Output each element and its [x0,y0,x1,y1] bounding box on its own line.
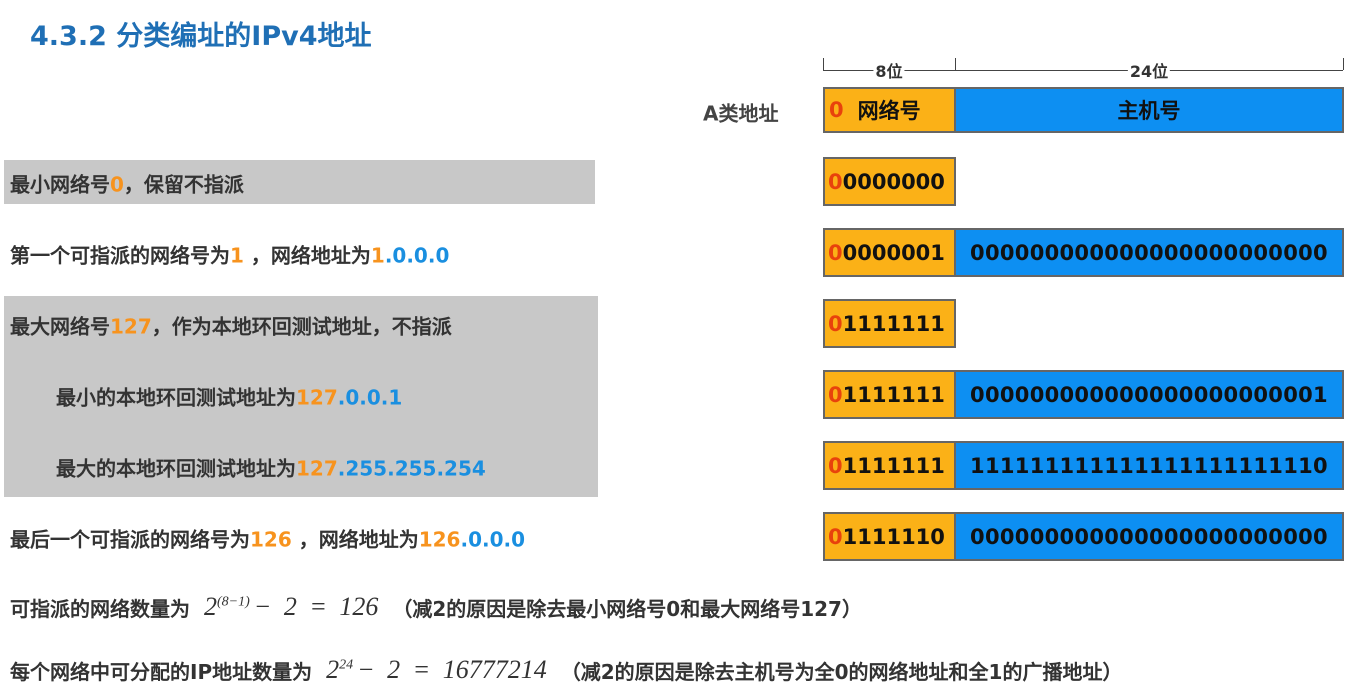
dimension-tick [1343,58,1344,70]
net-bits: 0 1111111 [823,299,956,348]
text-segment: ，保留不指派 [123,172,244,197]
formula-rest: − 2 = 126 [253,592,379,621]
text-segment: .0.0.0 [460,527,526,552]
formula-label: 可指派的网络数量为 [10,596,190,621]
lead-bit: 0 [828,311,843,336]
formula-rest: − 2 = 16777214 [357,655,547,684]
text-segment: 最大网络号 [10,314,110,339]
formula-note: （减2的原因是除去最小网络号0和最大网络号127） [392,596,862,621]
highlight-box [4,160,595,204]
host-bit-string: 000000000000000000000000 [970,524,1328,549]
net-bit-string: 1111111 [842,311,945,336]
host-width: 24位 [1127,58,1171,82]
row-text: 最大的本地环回测试地址为127.255.255.254 [56,453,486,482]
text-segment: 0 [110,172,124,197]
text-segment: ，网络地址为 [243,243,371,268]
row-text: 最后一个可指派的网络号为126 ，网络地址为126.0.0.0 [10,524,525,553]
host-label: 主机号 [1117,99,1181,123]
dimension-tick [823,58,824,70]
host-bits: 000000000000000000000000 [954,228,1344,277]
text-segment: 127 [110,314,152,339]
row-text: 最小网络号0，保留不指派 [10,169,244,198]
net-bit-string: 1111110 [842,524,945,549]
host-bits: 000000000000000000000000 [954,512,1344,561]
host-bit-string: 000000000000000000000000 [970,240,1328,265]
class-label: A类地址 [703,101,779,126]
formula-exponent: (8−1) [217,594,250,610]
text-segment: ，网络地址为 [291,527,419,552]
text-segment: 127 [296,385,338,410]
formula-base: 2 [204,592,217,621]
formula-note: （减2的原因是除去主机号为全0的网络地址和全1的广播地址） [560,659,1123,684]
net-bits: 0 0000001 [823,228,956,277]
host-bits: 000000000000000000000001 [954,370,1344,419]
host-field: 主机号 [954,87,1344,133]
text-segment: 最后一个可指派的网络号为 [10,527,250,552]
text-segment: 最小网络号 [10,172,110,197]
text-segment: 1 [230,243,244,268]
row-text: 第一个可指派的网络号为1 ，网络地址为1.0.0.0 [10,240,449,269]
net-bits: 0 1111111 [823,370,956,419]
lead-bit: 0 [828,169,843,194]
text-segment: 127 [296,456,338,481]
net-bits: 0 1111111 [823,441,956,490]
highlight-box [4,296,598,497]
host-bits: 111111111111111111111110 [954,441,1344,490]
host-bit-string: 000000000000000000000001 [970,382,1328,407]
formula-math: 2(8−1) − 2 = 126 [204,592,378,622]
formula-base: 2 [326,655,340,684]
text-segment: .0.0.0 [384,243,450,268]
text-segment: .255.255.254 [337,456,486,481]
text-segment: 第一个可指派的网络号为 [10,243,230,268]
row-text: 最小的本地环回测试地址为127.0.0.1 [56,382,402,411]
text-segment: 最大的本地环回测试地址为 [56,456,296,481]
formula: 每个网络中可分配的IP地址数量为 224− 2 = 16777214 （减2的原因是… [10,655,1122,685]
text-segment: 1 [370,243,385,268]
host-bit-string: 111111111111111111111110 [970,453,1328,478]
lead-bit: 0 [828,240,843,265]
formula-exponent: 24 [339,657,354,673]
slide-title: 4.3.2 分类编址的IPv4地址 [30,21,372,52]
text-segment: 126 [250,527,292,552]
net-label: 网络号 [857,99,921,123]
net-bit-string: 0000000 [842,169,945,194]
row-text: 最大网络号127，作为本地环回测试地址，不指派 [10,311,452,340]
net-bits: 0 0000000 [823,157,956,206]
net-width: 8位 [873,58,905,82]
net-bits: 0 1111110 [823,512,956,561]
net-bit-string: 0000001 [842,240,945,265]
text-segment: ，作为本地环回测试地址，不指派 [151,314,452,339]
dimension-tick [955,58,956,70]
lead-bit: 0 [828,453,843,478]
net-field: 0 网络号 [823,87,956,133]
net-bit-string: 1111111 [842,453,945,478]
formula: 可指派的网络数量为 2(8−1) − 2 = 126 （减2的原因是除去最小网络号0和… [10,592,862,622]
formula-label: 每个网络中可分配的IP地址数量为 [10,659,313,684]
lead-bit: 0 [828,524,843,549]
formula-math: 224− 2 = 16777214 [326,655,547,685]
text-segment: 最小的本地环回测试地址为 [56,385,296,410]
lead-bit: 0 [828,382,843,407]
lead-bit: 0 [829,98,844,122]
net-bit-string: 1111111 [842,382,945,407]
text-segment: 126 [418,527,461,552]
text-segment: .0.0.1 [337,385,403,410]
